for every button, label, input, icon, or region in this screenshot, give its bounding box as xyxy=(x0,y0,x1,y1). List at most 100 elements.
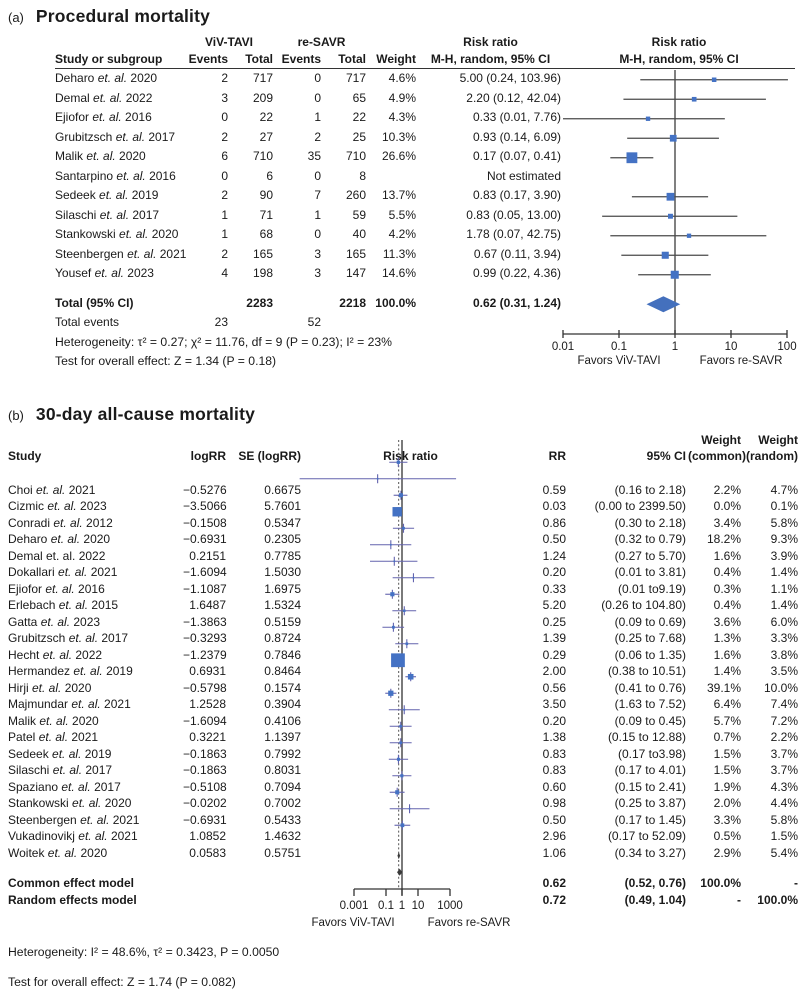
col-study: Study or subgroup xyxy=(55,52,163,66)
weight-common: 39.1% xyxy=(706,680,741,695)
weight-common: 0.5% xyxy=(713,829,741,843)
savr-total: 147 xyxy=(345,266,366,280)
panel-a-title-row: (a) Procedural mortality xyxy=(0,6,800,34)
logrr-value: 1.6487 xyxy=(189,598,226,612)
col-group-viv-tavi: ViV-TAVI xyxy=(204,35,253,49)
weight-common: 1.3% xyxy=(713,631,741,645)
weight: 11.3% xyxy=(382,246,416,261)
se-value: 5.7601 xyxy=(264,499,301,513)
panel-b-title: 30-day all-cause mortality xyxy=(35,403,256,424)
viv-events: 4 xyxy=(221,266,228,280)
plot-cell xyxy=(303,812,518,829)
table-row: Silaschi et. al. 2017 1 71 1 59 5.5% 0.83 (0.0… xyxy=(55,206,795,226)
logrr-value: 0.2151 xyxy=(189,548,226,563)
savr-events: 1 xyxy=(314,207,321,222)
table-row: Stankowski et. al. 2020 1 68 0 40 4.2% 1.78 (0… xyxy=(55,225,795,245)
rr-value: 0.50 xyxy=(542,812,566,827)
ci-value: (0.17 to 52.09) xyxy=(607,829,686,843)
panel-a-header: ViV-TAVI re-SAVR Risk ratio Risk ratio S… xyxy=(55,34,795,69)
weight-common: 0.4% xyxy=(713,598,741,612)
se-value: 1.6975 xyxy=(264,581,301,596)
ci-value: (0.38 to 10.51) xyxy=(607,664,686,678)
weight-random: 3.7% xyxy=(770,763,798,777)
ci-value: (0.09 to 0.45) xyxy=(614,713,686,728)
ci-value: (0.34 to 3.27) xyxy=(614,845,686,860)
weight-common: 1.5% xyxy=(713,763,741,777)
savr-total: 25 xyxy=(352,129,366,144)
study-name: Dokallari et. al. 2021 xyxy=(8,565,118,579)
se-value: 0.4106 xyxy=(264,713,301,728)
table-row: Yousef et. al. 2023 4 198 3 147 14.6% 0.99 (0.… xyxy=(55,264,795,284)
col-group-re-savr: re-SAVR xyxy=(297,35,346,49)
study-name: Silaschi et. al. 2017 xyxy=(55,207,160,222)
plot-cell xyxy=(303,795,518,812)
study-name: Sedeek et. al. 2019 xyxy=(55,188,159,202)
ci-value: (0.09 to 0.69) xyxy=(614,614,686,629)
viv-events: 2 xyxy=(221,129,228,144)
logrr-value: −1.6094 xyxy=(183,565,227,579)
study-name: Hecht et. al. 2022 xyxy=(8,647,103,662)
favors-left-label: Favors ViV-TAVI xyxy=(311,917,394,929)
weight-common: 1.5% xyxy=(713,746,741,761)
se-value: 0.5433 xyxy=(264,812,301,827)
study-name: Steenbergen et. al. 2021 xyxy=(55,246,187,261)
viv-total: 165 xyxy=(252,246,273,261)
plot-cell xyxy=(303,875,518,892)
viv-total: 198 xyxy=(252,266,273,280)
weight-common: 0.7% xyxy=(713,730,741,744)
viv-events: 0 xyxy=(221,168,228,183)
heterogeneity-b: Heterogeneity: I² = 48.6%, τ² = 0.3423, … xyxy=(8,945,280,959)
weight: 4.9% xyxy=(388,90,416,105)
plot-cell xyxy=(303,746,518,763)
model-row: Common effect model 0.62 (0.52, 0.76) 100.0… xyxy=(8,875,800,892)
panel-a-table: ViV-TAVI re-SAVR Risk ratio Risk ratio S… xyxy=(55,34,797,372)
table-row: Stankowski et. al. 2020 −0.0202 0.7002 0.98… xyxy=(8,795,800,812)
savr-events: 3 xyxy=(314,266,321,280)
weight-common: 3.4% xyxy=(713,515,741,530)
risk-ratio-text: Not estimated xyxy=(486,168,561,183)
panel-b: (b) 30-day all-cause mortality Weight We… xyxy=(0,404,800,991)
plot-cell xyxy=(303,779,518,796)
logrr-value: −1.6094 xyxy=(183,713,227,728)
risk-ratio-text: 0.62 (0.31, 1.24) xyxy=(472,295,561,310)
se-value: 0.7846 xyxy=(264,647,301,662)
spacer-cell xyxy=(183,294,230,314)
table-row: Hermandez et. al. 2019 0.6931 0.8464 2.00 (0… xyxy=(8,663,800,680)
table-row: Vukadinovikj et. al. 2021 1.0852 1.4632 2.9… xyxy=(8,828,800,845)
rr-value: 0.86 xyxy=(542,515,566,530)
col-mh-random-plot: M-H, random, 95% CI xyxy=(619,52,739,66)
savr-events: 0 xyxy=(314,90,321,105)
study-name: Hermandez et. al. 2019 xyxy=(8,664,133,678)
se-value: 1.5324 xyxy=(264,598,301,612)
savr-total: 165 xyxy=(345,246,366,261)
plot-cell xyxy=(303,564,518,581)
risk-ratio-text: 0.93 (0.14, 6.09) xyxy=(472,129,561,144)
table-row: Conradi et. al. 2012 −0.1508 0.5347 0.86 (0.… xyxy=(8,515,800,532)
logrr-value: 1.0852 xyxy=(189,829,226,843)
study-name: Malik et. al. 2020 xyxy=(8,713,99,728)
col-savr-total: Total xyxy=(338,52,366,66)
rr-value: 0.62 xyxy=(542,876,566,890)
weight-common: 2.9% xyxy=(713,845,741,860)
table-row: Erlebach et. al. 2015 1.6487 1.5324 5.20 (0.… xyxy=(8,597,800,614)
col-risk-ratio-plot: Risk ratio xyxy=(651,35,707,49)
total-label: Total (95% CI) xyxy=(55,295,134,310)
col-mh-random-text: M-H, random, 95% CI xyxy=(430,52,551,66)
ci-value: (0.41 to 0.76) xyxy=(614,680,686,695)
table-row: Sedeek et. al. 2019 2 90 7 260 13.7% 0.83 (0.1… xyxy=(55,186,795,206)
risk-ratio-text: 0.17 (0.07, 0.41) xyxy=(472,149,561,163)
logrr-value: 0.3221 xyxy=(189,730,226,744)
weight-common: 1.9% xyxy=(713,779,741,794)
rr-value: 0.72 xyxy=(542,892,566,907)
col-95ci: 95% CI xyxy=(646,448,686,463)
plot-cell xyxy=(303,663,518,680)
overall-effect-a: Test for overall effect: Z = 1.34 (P = 0… xyxy=(55,354,277,368)
weight-random: 1.4% xyxy=(770,565,798,579)
ci-value: (0.25 to 7.68) xyxy=(614,631,686,645)
se-value: 0.5347 xyxy=(264,515,301,530)
weight: 4.6% xyxy=(388,71,416,85)
weight-common: 18.2% xyxy=(706,532,741,546)
risk-ratio-text: 1.78 (0.07, 42.75) xyxy=(466,227,561,241)
col-risk-ratio-text: Risk ratio xyxy=(463,35,518,49)
